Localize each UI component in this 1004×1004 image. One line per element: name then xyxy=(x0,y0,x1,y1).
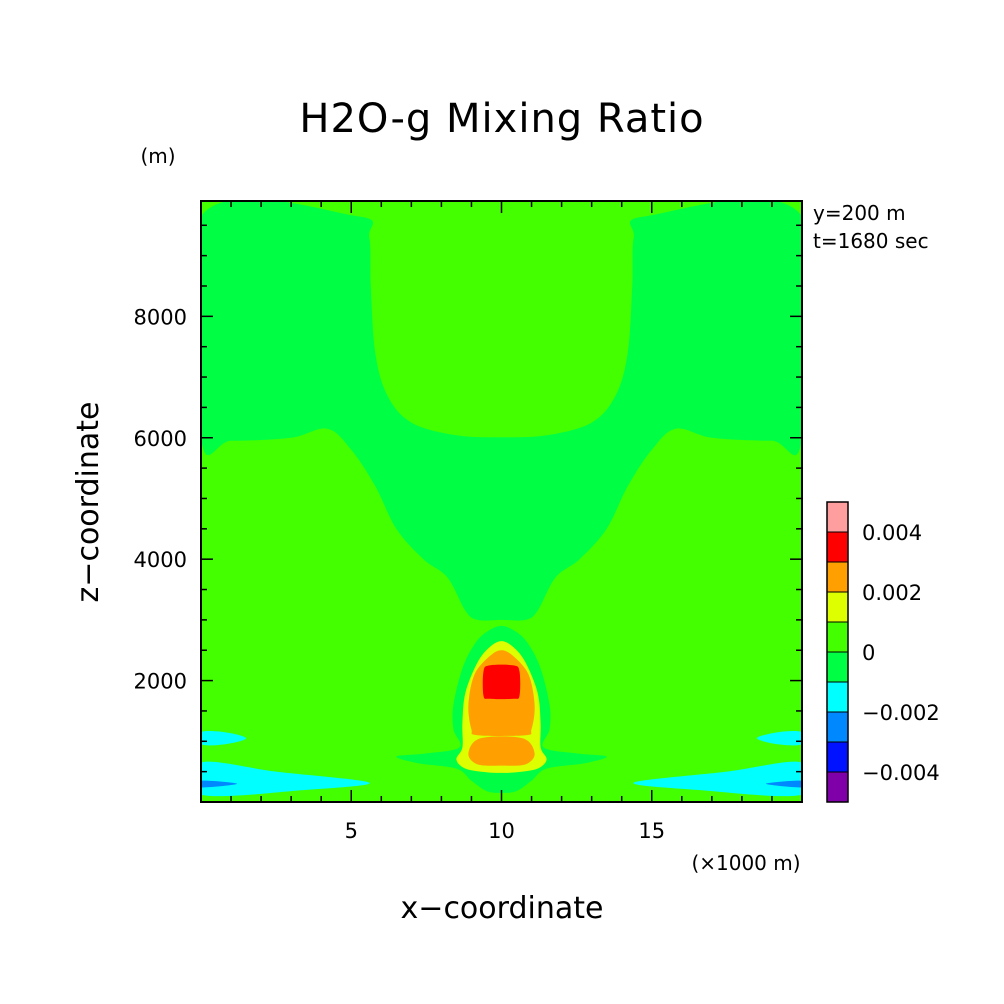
contour-region-1 xyxy=(201,201,802,621)
contour-region-9 xyxy=(201,761,370,797)
colorbar-tick-label: 0 xyxy=(862,641,875,665)
contour-region-7 xyxy=(482,664,521,700)
contour-fills xyxy=(201,201,802,802)
colorbar-swatch xyxy=(827,562,848,592)
colorbar-tick-label: 0.004 xyxy=(862,521,922,545)
colorbar-tick-label: −0.004 xyxy=(862,761,940,785)
chart-title: H2O-g Mixing Ratio xyxy=(299,96,704,142)
colorbar-swatch xyxy=(827,652,848,682)
colorbar-swatch xyxy=(827,772,848,802)
colorbar-swatch xyxy=(827,712,848,742)
contour-region-10 xyxy=(201,780,238,788)
y-tick-label: 2000 xyxy=(134,670,187,694)
contour-region-13 xyxy=(765,780,802,788)
x-tick-labels: 5 10 15 xyxy=(345,819,666,843)
colorbar: −0.004 −0.002 0 0.002 0.004 xyxy=(826,501,940,803)
x-axis-label: x−coordinate xyxy=(401,891,604,926)
y-tick-label: 8000 xyxy=(134,305,187,329)
contour-region-8 xyxy=(201,731,247,746)
contour-region-11 xyxy=(756,731,802,746)
colorbar-swatch xyxy=(827,502,848,532)
x-unit-label: (×1000 m) xyxy=(691,851,800,875)
colorbar-tick-label: 0.002 xyxy=(862,581,922,605)
y-axis-label: z−coordinate xyxy=(71,402,106,603)
colorbar-tick-label: −0.002 xyxy=(862,701,940,725)
x-tick-label: 10 xyxy=(488,819,515,843)
contour-region-12 xyxy=(633,761,802,797)
colorbar-swatch xyxy=(827,682,848,712)
y-tick-label: 6000 xyxy=(134,427,187,451)
y-unit-label: (m) xyxy=(140,144,175,168)
x-tick-label: 15 xyxy=(638,819,665,843)
colorbar-swatch xyxy=(827,532,848,562)
contour-region-6 xyxy=(468,736,535,766)
x-tick-label: 5 xyxy=(345,819,358,843)
y-tick-label: 4000 xyxy=(134,548,187,572)
y-position-label: y=200 m xyxy=(813,201,906,225)
colorbar-swatch xyxy=(827,592,848,622)
colorbar-swatch xyxy=(827,622,848,652)
axis-ticks xyxy=(201,201,802,802)
time-label: t=1680 sec xyxy=(813,229,929,253)
y-tick-labels: 2000 4000 6000 8000 xyxy=(134,305,187,693)
colorbar-swatch xyxy=(827,742,848,772)
